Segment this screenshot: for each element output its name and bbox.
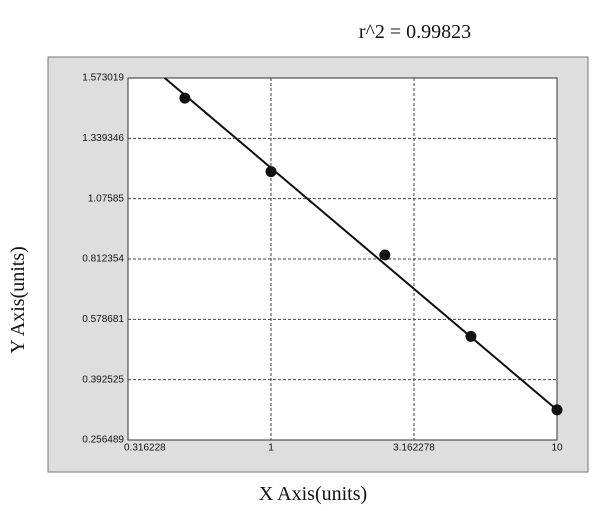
y-tick-label: 0.578681 <box>82 314 124 325</box>
y-axis-title: Y Axis(units) <box>7 246 29 354</box>
x-tick-label: 3.162278 <box>393 443 435 454</box>
fit-line <box>164 77 558 411</box>
y-tick-label: 1.573019 <box>82 73 124 84</box>
y-tick-label: 0.392525 <box>82 374 124 385</box>
data-point <box>551 404 563 416</box>
y-tick-label: 0.812354 <box>82 254 124 265</box>
x-tick-label: 0.316228 <box>124 443 166 454</box>
y-tick-label: 1.339346 <box>82 133 124 144</box>
y-tick-label: 1.07585 <box>88 193 125 204</box>
y-tick-label: 0.256489 <box>82 435 124 446</box>
annotation: r^2 = 0.99823 <box>359 21 471 43</box>
data-point <box>179 92 191 104</box>
data-point <box>379 249 391 261</box>
x-axis-title: X Axis(units) <box>259 483 367 505</box>
data-point <box>265 166 277 178</box>
x-tick-label: 1 <box>268 443 274 454</box>
x-tick-label: 10 <box>551 443 563 454</box>
plot-area <box>127 77 558 441</box>
data-point <box>465 330 477 342</box>
